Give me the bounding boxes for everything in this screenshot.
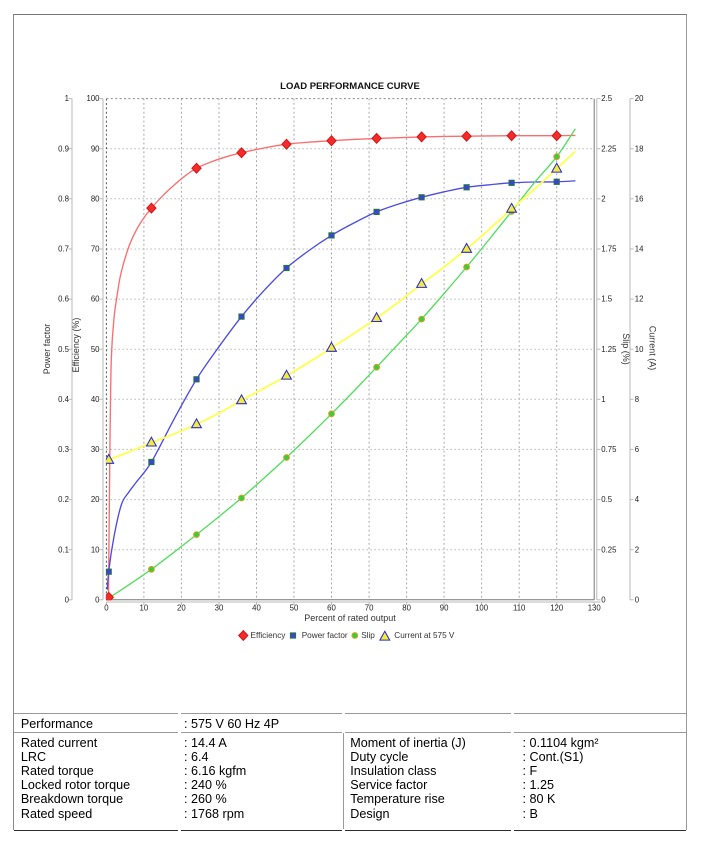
svg-text:16: 16 [635,194,644,203]
svg-text:14: 14 [635,245,644,254]
svg-text:1.25: 1.25 [601,345,617,354]
svg-text:60: 60 [91,295,100,304]
svg-text:50: 50 [91,345,100,354]
svg-text:60: 60 [327,604,336,613]
svg-text:0: 0 [635,595,640,604]
svg-text:80: 80 [91,194,100,203]
svg-text:110: 110 [513,604,526,613]
svg-text:20: 20 [91,495,100,504]
svg-text:Slip: Slip [361,631,375,640]
svg-text:2: 2 [635,545,639,554]
svg-text:0: 0 [65,595,70,604]
svg-text:100: 100 [86,94,100,103]
svg-text:6: 6 [635,445,639,454]
svg-text:10: 10 [91,545,100,554]
svg-text:Power factor: Power factor [302,631,348,640]
svg-text:10: 10 [140,604,149,613]
svg-text:0.1: 0.1 [58,545,69,554]
svg-text:80: 80 [402,604,411,613]
svg-text:90: 90 [440,604,449,613]
svg-text:8: 8 [635,395,639,404]
svg-text:18: 18 [635,144,644,153]
svg-text:70: 70 [91,245,100,254]
svg-text:Slip (%): Slip (%) [621,333,631,365]
svg-text:120: 120 [550,604,564,613]
svg-text:Current (A): Current (A) [648,326,658,371]
svg-text:0.5: 0.5 [601,495,613,504]
svg-text:Percent of rated output: Percent of rated output [304,613,396,623]
svg-text:2.25: 2.25 [601,144,617,153]
svg-text:30: 30 [91,445,100,454]
svg-text:20: 20 [177,604,186,613]
svg-text:40: 40 [252,604,261,613]
svg-text:Power factor: Power factor [42,324,52,375]
svg-text:0.75: 0.75 [601,445,617,454]
svg-text:Current at 575 V: Current at 575 V [394,631,455,640]
svg-text:0.2: 0.2 [58,495,69,504]
svg-text:90: 90 [91,144,100,153]
svg-text:0.7: 0.7 [58,245,69,254]
svg-text:1.5: 1.5 [601,295,613,304]
svg-text:Efficiency (%): Efficiency (%) [71,318,81,373]
svg-text:0.3: 0.3 [58,445,69,454]
svg-text:2: 2 [601,194,605,203]
svg-text:1: 1 [65,94,69,103]
svg-text:40: 40 [91,395,100,404]
svg-text:30: 30 [215,604,224,613]
svg-text:LOAD PERFORMANCE CURVE: LOAD PERFORMANCE CURVE [280,81,420,92]
svg-text:12: 12 [635,295,644,304]
svg-text:50: 50 [290,604,299,613]
svg-text:0.9: 0.9 [58,144,69,153]
svg-text:0: 0 [95,595,100,604]
svg-text:4: 4 [635,495,640,504]
svg-text:0.5: 0.5 [58,345,70,354]
svg-text:1: 1 [601,395,605,404]
svg-text:0.6: 0.6 [58,295,69,304]
svg-text:0: 0 [104,604,109,613]
svg-text:0.25: 0.25 [601,545,617,554]
svg-text:0: 0 [601,595,606,604]
svg-text:130: 130 [588,604,602,613]
svg-text:20: 20 [635,94,644,103]
svg-text:100: 100 [475,604,489,613]
svg-text:Efficiency: Efficiency [251,631,287,640]
svg-text:0.8: 0.8 [58,194,69,203]
svg-text:10: 10 [635,345,644,354]
svg-text:2.5: 2.5 [601,94,613,103]
svg-text:0.4: 0.4 [58,395,70,404]
svg-text:70: 70 [365,604,374,613]
svg-text:1.75: 1.75 [601,245,617,254]
